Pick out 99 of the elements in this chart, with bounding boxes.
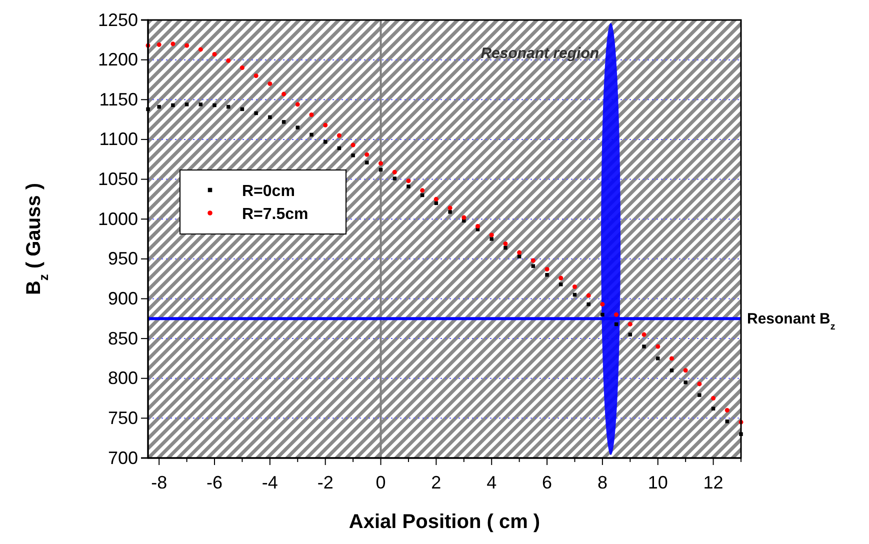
point <box>642 344 646 348</box>
point <box>296 126 300 130</box>
y-tick-label: 950 <box>108 248 138 269</box>
point <box>212 103 216 108</box>
point <box>490 237 494 241</box>
y-tick-label: 850 <box>108 328 138 348</box>
point <box>684 380 688 384</box>
point <box>378 161 384 166</box>
point <box>628 332 632 336</box>
point <box>184 102 189 106</box>
point <box>558 276 564 280</box>
point <box>254 73 258 78</box>
point <box>406 184 410 188</box>
x-tick-label: 10 <box>648 472 668 493</box>
x-tick-label: 12 <box>703 472 724 493</box>
point <box>559 282 563 286</box>
point <box>462 215 466 220</box>
point <box>531 264 536 268</box>
point <box>170 42 176 46</box>
point <box>226 58 231 63</box>
point <box>448 206 452 210</box>
y-tick-label: 1050 <box>98 169 138 190</box>
legend-label: R=0cm <box>242 183 295 200</box>
y-tick-label: 800 <box>108 368 138 388</box>
point <box>240 66 244 70</box>
y-tick-label: 700 <box>108 448 138 468</box>
point <box>268 81 272 86</box>
point <box>586 302 590 306</box>
point <box>364 152 370 157</box>
point <box>670 368 674 372</box>
point <box>544 267 550 272</box>
point <box>420 188 425 193</box>
point <box>268 115 272 120</box>
x-tick-label: 8 <box>597 472 608 493</box>
point <box>642 332 646 337</box>
point <box>198 102 203 106</box>
x-tick-label: -6 <box>206 472 223 493</box>
point <box>336 133 342 138</box>
point <box>530 258 536 263</box>
x-axis-title: Axial Position ( cm ) <box>348 511 540 533</box>
point <box>711 396 716 401</box>
point <box>600 302 605 307</box>
point <box>157 104 161 109</box>
point <box>295 102 300 107</box>
point <box>448 210 452 214</box>
y-tick-label: 1000 <box>98 208 138 229</box>
point <box>350 142 356 148</box>
point <box>656 356 660 360</box>
y-tick-label: 1200 <box>98 50 138 70</box>
point <box>323 122 328 128</box>
point <box>504 246 508 250</box>
x-tick-label: 0 <box>376 472 386 493</box>
point <box>586 293 591 298</box>
point <box>282 120 286 124</box>
point <box>254 111 258 116</box>
y-tick-label: 1150 <box>99 89 138 110</box>
point <box>171 103 175 108</box>
point <box>628 322 632 326</box>
point <box>614 312 619 317</box>
point <box>697 382 702 386</box>
x-tick-label: -2 <box>317 472 334 493</box>
point <box>156 42 162 47</box>
legend-label: R=7.5cm <box>242 206 308 223</box>
point <box>309 112 314 118</box>
point <box>517 254 522 258</box>
point <box>392 170 397 174</box>
point <box>600 312 604 317</box>
band-label: Resonant region <box>480 45 600 62</box>
point <box>365 160 369 164</box>
point <box>212 52 217 56</box>
y-tick-label: 1100 <box>99 129 138 150</box>
point <box>198 47 203 52</box>
y-tick-label: 750 <box>108 408 138 428</box>
x-tick-label: -8 <box>151 472 168 493</box>
point <box>434 196 438 202</box>
point <box>351 154 355 158</box>
x-tick-label: 4 <box>486 472 497 493</box>
point <box>669 356 674 361</box>
point <box>503 242 508 246</box>
y-tick-label: 1250 <box>98 10 138 30</box>
point <box>683 368 688 373</box>
ref-line-label: Resonant B$_{z}$ <box>747 310 836 332</box>
x-tick-label: 2 <box>431 472 442 493</box>
point <box>545 272 549 277</box>
point <box>724 408 730 412</box>
x-tick-label: -4 <box>262 472 278 493</box>
point <box>656 344 660 349</box>
point <box>406 178 411 184</box>
point <box>310 132 314 137</box>
y-tick-label: 900 <box>108 288 138 308</box>
point <box>184 43 190 48</box>
point <box>392 176 396 180</box>
point <box>517 250 522 255</box>
point <box>282 92 286 96</box>
point <box>489 232 494 238</box>
x-tick-label: 6 <box>542 472 552 493</box>
point <box>475 224 480 229</box>
point <box>698 393 702 397</box>
point <box>572 284 577 290</box>
